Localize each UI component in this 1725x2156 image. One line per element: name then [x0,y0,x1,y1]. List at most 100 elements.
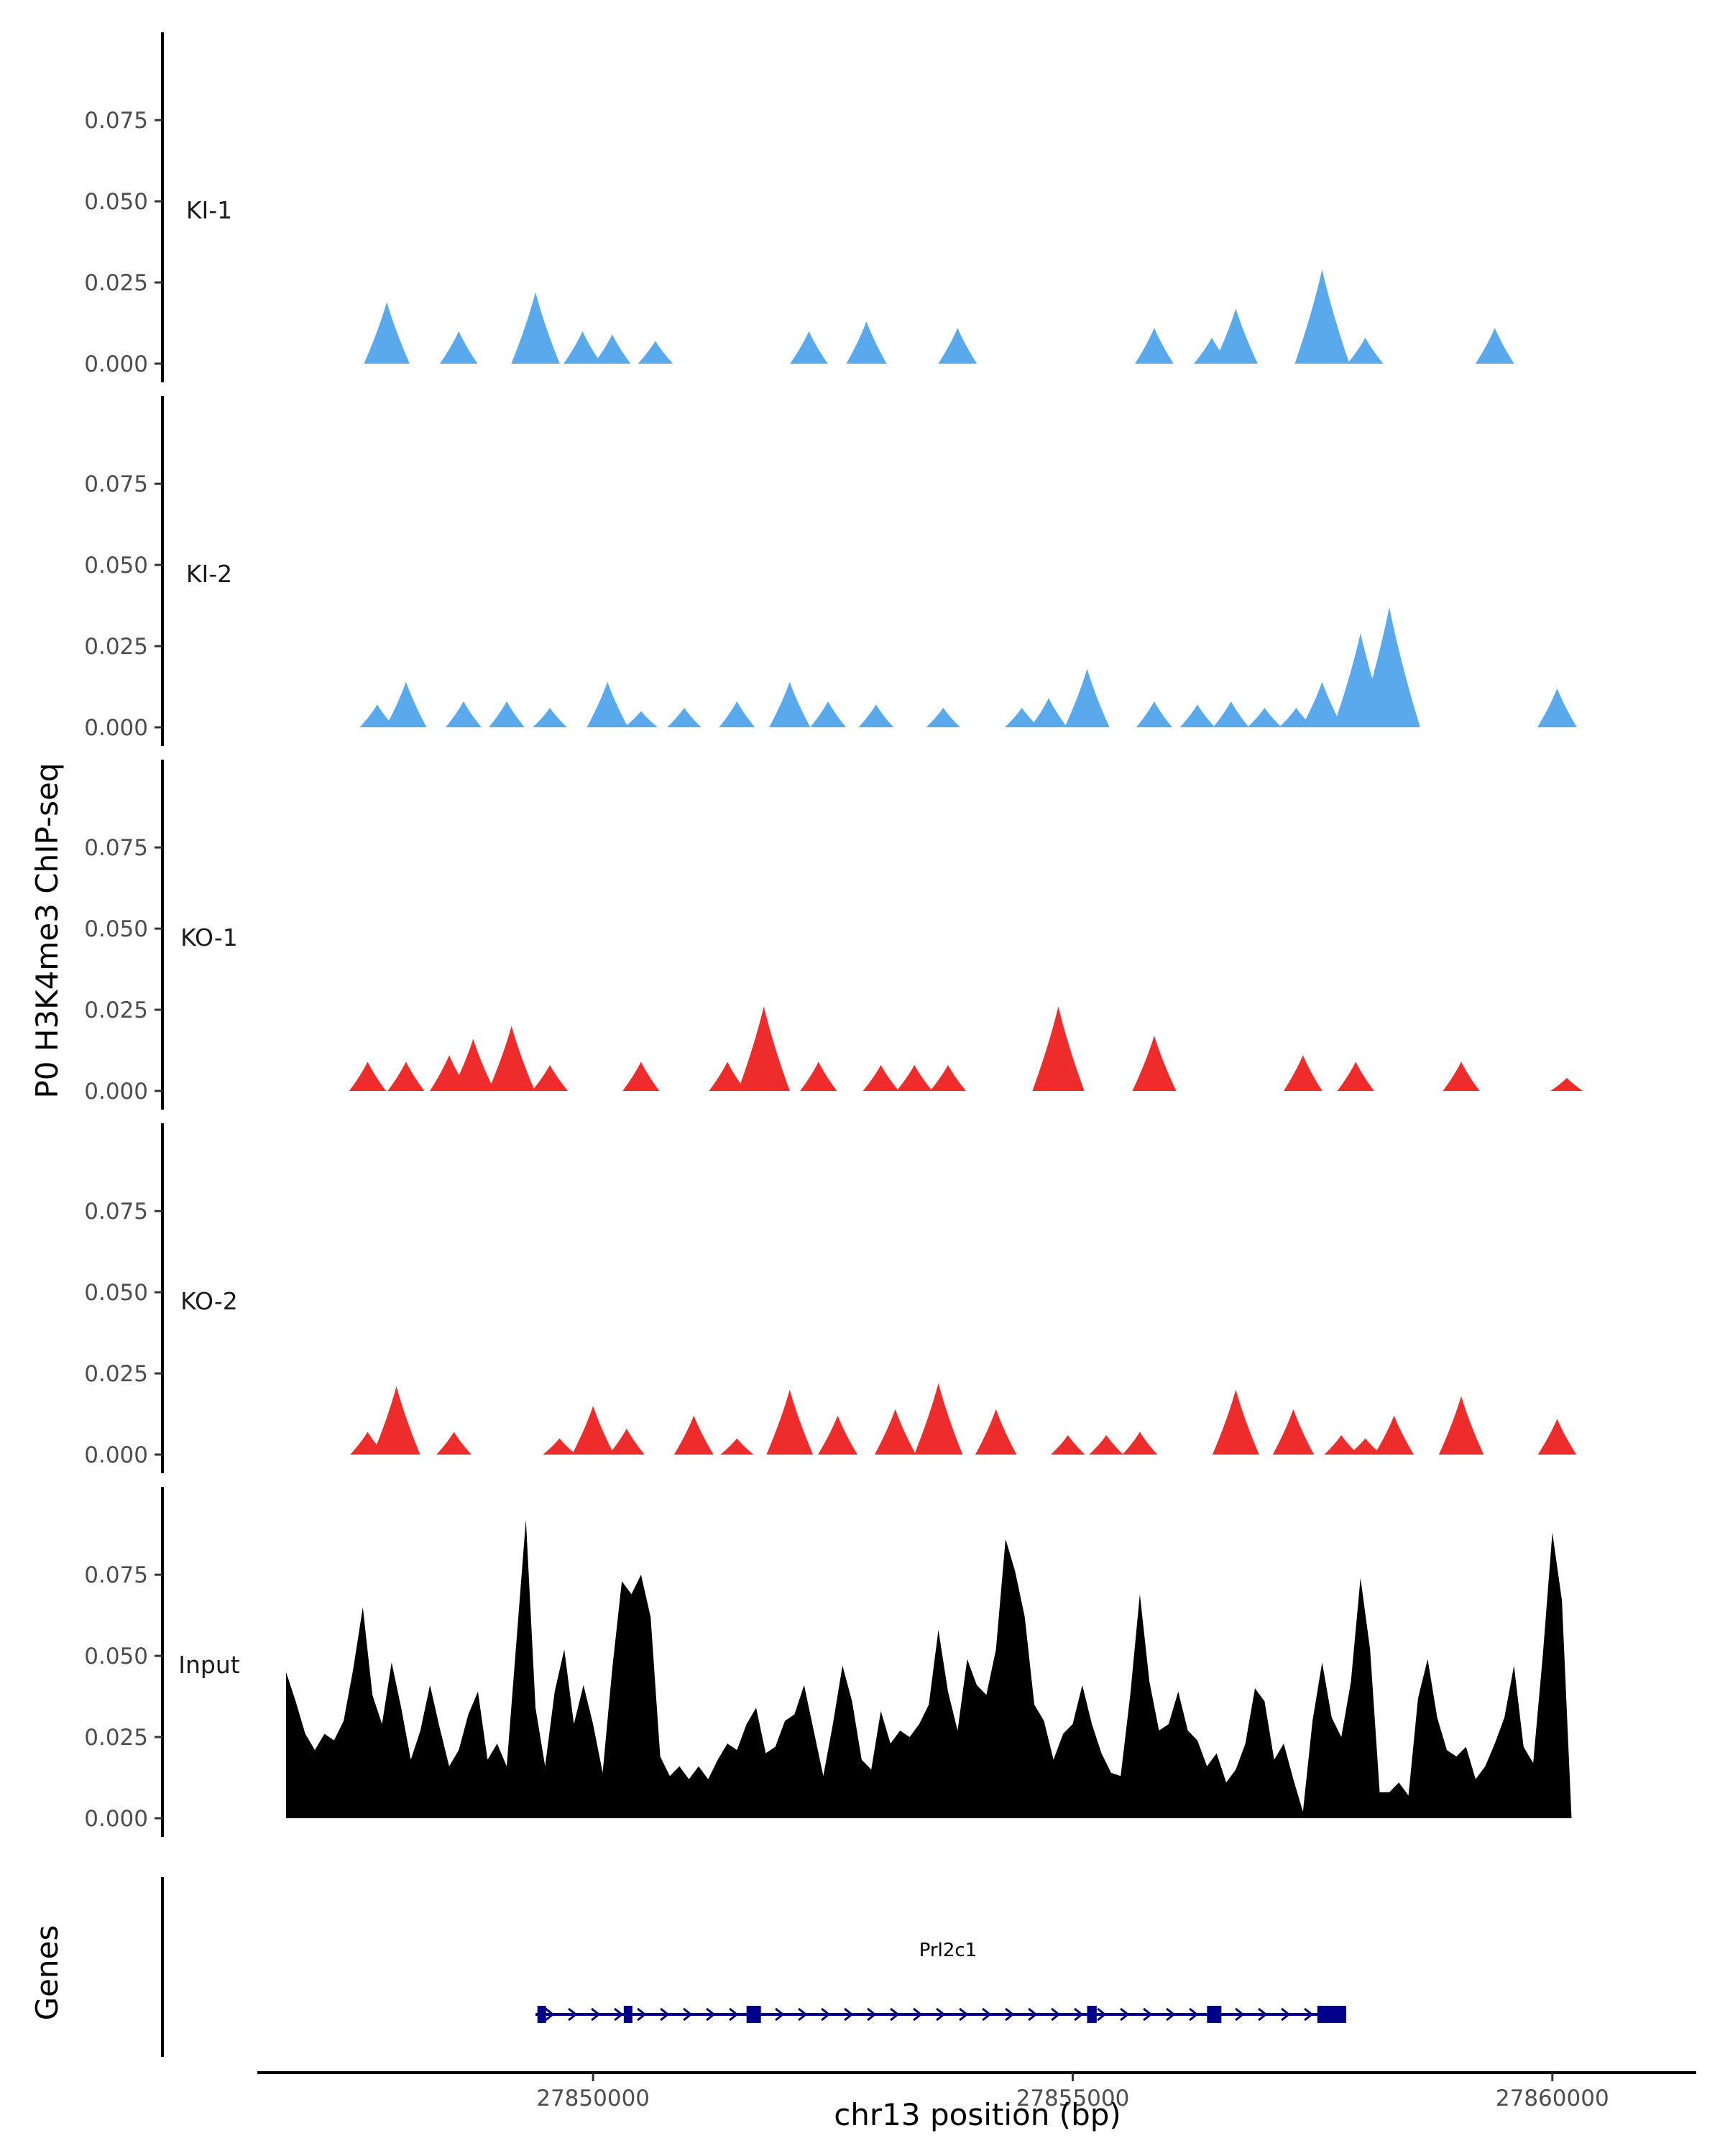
strand-arrow-icon [1097,2007,1107,2022]
strand-arrow-icon [890,2007,900,2022]
peak-ko-2 [372,1386,420,1455]
peak-ko-2 [1374,1415,1414,1455]
peak-ki-1 [790,331,828,364]
peak-ki-2 [1005,707,1039,727]
strand-arrow-icon [775,2007,785,2022]
peak-ko-1 [532,1064,569,1091]
peak-ki-2 [926,707,961,727]
peak-ki-1 [846,321,887,364]
peak-ko-2 [1089,1434,1123,1455]
y-tick-label: 0.025 [84,998,148,1023]
strand-arrow-icon [1028,2007,1038,2022]
peak-ko-2 [1122,1432,1158,1455]
y-axis-title: P0 H3K4me3 ChIP-seq [29,763,65,1098]
y-tick-label: 0.025 [84,1725,148,1751]
peak-ko-1 [1283,1055,1322,1091]
y-tick-label: 0.000 [84,1806,148,1832]
peak-ki-2 [445,701,482,727]
peak-ki-1 [938,328,978,364]
y-tick-label: 0.050 [84,189,148,215]
peak-ki-2 [1301,681,1343,727]
peak-ko-1 [1337,1061,1374,1091]
strand-arrow-icon [591,2007,601,2022]
peak-ko-2 [1348,1438,1382,1455]
peak-ki-2 [1136,701,1172,727]
peak-ko-2 [1212,1389,1259,1455]
gene-name-label: Prl2c1 [919,1940,978,1961]
x-axis: 27850000 27855000 27860000 [257,2071,1696,2111]
strand-arrow-icon [706,2007,716,2022]
input-signal-area [286,1519,1572,1818]
strand-arrow-icon [637,2007,647,2022]
strand-arrow-icon [1258,2007,1268,2022]
peak-ko-1 [622,1061,660,1091]
track-label-ki-1: KI-1 [186,196,232,224]
peak-ki-2 [1247,707,1282,727]
track-ki-1-panel: 0.000 0.025 0.050 0.075 KI-1 [84,32,1514,382]
strand-arrow-icon [913,2007,923,2022]
gene-exon [1207,2006,1222,2023]
peak-ki-2 [667,707,702,727]
peak-ki-1 [564,331,602,364]
peak-ko-1 [800,1061,837,1091]
peak-ko-2 [436,1432,472,1455]
peak-ko-2 [1051,1434,1085,1455]
strand-arrow-icon [821,2007,831,2022]
y-tick-label: 0.075 [84,108,148,134]
peak-ki-2 [586,681,628,727]
peak-ki-1 [638,341,673,364]
peak-ki-2 [489,701,525,727]
strand-arrow-icon [1235,2007,1245,2022]
peak-ki-2 [1213,701,1249,727]
track-label-ki-2: KI-2 [186,560,232,588]
x-tick-label: 27855000 [1016,2086,1130,2111]
y-tick-label: 0.000 [84,1442,148,1468]
y-tick-label: 0.025 [84,634,148,660]
tracks-layer: 0.0000.0250.0500.075KI-10.0000.0250.0500… [84,32,1583,1837]
strand-arrow-icon [867,2007,877,2022]
strand-arrow-icon [1281,2007,1291,2022]
track-label-ko-2: KO-2 [180,1287,238,1315]
strand-arrow-icon [1005,2007,1015,2022]
peak-ko-1 [930,1064,966,1091]
peak-ko-2 [571,1406,615,1455]
gene-track: Prl2c1 [161,1877,1346,2057]
y-tick-label: 0.050 [84,916,148,942]
peak-ki-1 [1135,328,1174,364]
peak-ko-1 [349,1061,387,1091]
peak-ko-1 [451,1038,495,1091]
y-tick-label: 0.075 [84,1562,148,1588]
peak-ko-1 [1443,1061,1480,1091]
strand-arrow-icon [1166,2007,1176,2022]
y-tick-label: 0.000 [84,715,148,741]
strand-arrow-icon [1304,2007,1314,2022]
peak-ko-1 [1550,1077,1583,1091]
peak-ki-2 [624,711,658,727]
peak-ki-2 [1030,698,1067,727]
peak-ko-2 [543,1438,576,1455]
peak-ki-2 [719,701,755,727]
strand-arrow-icon [798,2007,808,2022]
strand-arrow-icon [982,2007,992,2022]
peak-ko-1 [709,1061,746,1091]
y-tick-label: 0.075 [84,471,148,497]
peak-ki-2 [1358,607,1420,727]
strand-arrow-icon [545,2007,555,2022]
y-tick-label: 0.025 [84,270,148,296]
y-tick-label: 0.000 [84,351,148,377]
strand-arrow-icon [1051,2007,1061,2022]
peak-ki-1 [1347,337,1384,364]
peak-ki-2 [769,681,811,727]
strand-arrow-icon [568,2007,578,2022]
peak-ko-1 [1032,1006,1085,1091]
gene-exon [1317,2006,1346,2023]
peak-ko-2 [914,1383,963,1455]
y-tick-label: 0.050 [84,553,148,579]
peak-ko-1 [737,1006,790,1091]
track-label-input: Input [178,1651,240,1679]
track-ko-1-panel: 0.000 0.025 0.050 0.075 KO-1 [84,760,1583,1110]
peak-ko-2 [1537,1419,1577,1455]
peak-ki-2 [385,681,427,727]
peak-ko-2 [608,1428,645,1455]
